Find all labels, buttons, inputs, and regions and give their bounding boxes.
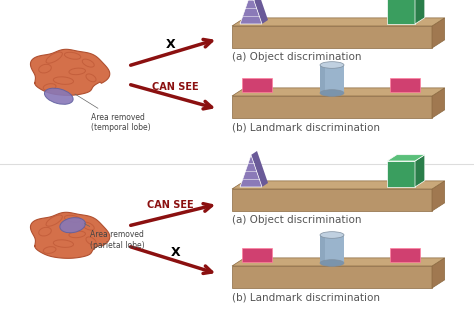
Bar [242,78,272,92]
Text: CAN SEE: CAN SEE [152,82,199,92]
Polygon shape [387,161,415,187]
Polygon shape [30,49,110,95]
Polygon shape [240,0,262,24]
Bar [320,65,344,93]
Polygon shape [387,0,415,24]
Polygon shape [432,18,445,48]
Text: X: X [171,246,180,259]
Ellipse shape [320,90,344,96]
Ellipse shape [60,218,85,233]
Bar [242,248,272,262]
Polygon shape [240,155,262,187]
Polygon shape [232,96,432,118]
Polygon shape [387,155,425,161]
Bar [390,78,420,92]
Text: X: X [166,38,175,51]
Ellipse shape [45,88,73,104]
Ellipse shape [320,260,344,266]
Polygon shape [432,88,445,118]
Polygon shape [415,0,425,24]
Text: (b) Landmark discrimination: (b) Landmark discrimination [232,292,380,302]
Bar [320,235,344,263]
Bar [390,248,420,262]
Polygon shape [232,88,445,96]
Text: Area removed
(temporal lobe): Area removed (temporal lobe) [75,94,150,132]
Polygon shape [415,155,425,187]
Text: (a) Object discrimination: (a) Object discrimination [232,52,362,62]
Text: Area removed
(parietal lobe): Area removed (parietal lobe) [84,224,145,250]
Polygon shape [251,0,268,24]
Text: CAN SEE: CAN SEE [147,200,194,210]
Polygon shape [232,18,445,26]
Polygon shape [232,258,445,266]
Polygon shape [432,181,445,211]
Polygon shape [30,212,110,258]
Ellipse shape [320,62,344,68]
Ellipse shape [320,232,344,238]
Polygon shape [232,266,432,288]
Bar [320,235,325,263]
Polygon shape [432,258,445,288]
Text: (a) Object discrimination: (a) Object discrimination [232,215,362,225]
Polygon shape [232,26,432,48]
Polygon shape [232,189,432,211]
Polygon shape [251,151,268,187]
Bar [320,65,325,93]
Text: (b) Landmark discrimination: (b) Landmark discrimination [232,122,380,132]
Polygon shape [232,181,445,189]
